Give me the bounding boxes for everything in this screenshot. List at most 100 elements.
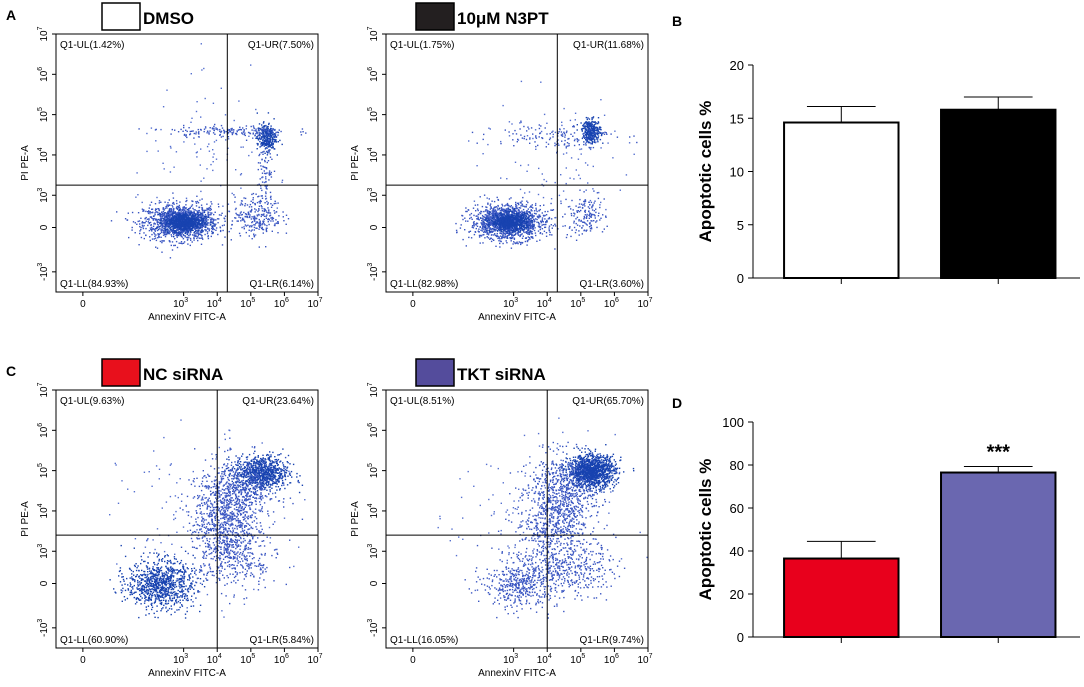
scatter-point [520, 227, 522, 229]
scatter-point [186, 217, 188, 219]
scatter-point [143, 222, 145, 224]
scatter-points [455, 80, 638, 250]
scatter-point [533, 210, 536, 212]
scatter-point [265, 178, 267, 180]
scatter-point [266, 138, 268, 141]
scatter-point [491, 230, 493, 233]
scatter-point [258, 208, 260, 210]
scatter-point [549, 234, 551, 236]
scatter-point [162, 232, 165, 234]
scatter-point [175, 231, 178, 233]
x-tick-exponent: 4 [218, 297, 222, 304]
scatter-point [486, 233, 488, 235]
scatter-point [495, 216, 497, 218]
scatter-point [184, 211, 187, 213]
scatter-point [500, 233, 503, 235]
scatter-point [258, 133, 261, 135]
scatter-point [531, 213, 533, 215]
scatter-point [270, 171, 272, 174]
scatter-point [550, 224, 552, 226]
scatter-point [521, 204, 523, 206]
scatter-point [160, 218, 162, 220]
scatter-point [521, 213, 523, 215]
scatter-point [510, 197, 512, 199]
scatter-point [455, 222, 457, 225]
scatter-point [174, 215, 176, 217]
scatter-point [177, 218, 179, 220]
scatter-point [278, 129, 280, 131]
scatter-point [259, 133, 262, 135]
scatter-point [498, 240, 500, 242]
scatter-point [176, 202, 178, 205]
scatter-point [506, 242, 508, 244]
scatter-point [212, 220, 215, 222]
scatter-point [256, 227, 258, 229]
scatter-point [211, 232, 213, 235]
scatter-point [498, 219, 501, 222]
scatter-point [234, 201, 236, 203]
scatter-point [198, 133, 200, 135]
scatter-point [269, 144, 272, 146]
y-tick-label: 104 [37, 147, 50, 162]
scatter-point [265, 192, 267, 195]
scatter-point [511, 222, 513, 225]
scatter-point [261, 189, 263, 192]
scatter-point [516, 232, 518, 234]
scatter-point [239, 212, 242, 214]
scatter-point [175, 216, 177, 218]
scatter-point [490, 224, 492, 226]
scatter-point [529, 225, 532, 228]
scatter-point [274, 223, 276, 225]
scatter-point [192, 224, 194, 227]
scatter-point [488, 198, 490, 200]
scatter-point [181, 218, 183, 221]
scatter-point [544, 226, 546, 229]
scatter-point [513, 209, 515, 211]
scatter-point [265, 217, 268, 219]
scatter-point [502, 235, 504, 237]
scatter-point [197, 229, 199, 232]
scatter-point [169, 257, 172, 259]
scatter-point [258, 209, 260, 211]
scatter-point [492, 208, 494, 210]
scatter-point [161, 222, 164, 224]
scatter-point [231, 129, 233, 131]
scatter-point [170, 147, 172, 149]
scatter-point [538, 214, 541, 216]
scatter-point [258, 137, 261, 139]
scatter-point [233, 119, 235, 122]
scatter-point [147, 212, 150, 215]
scatter-point [254, 234, 257, 236]
x-axis-title: AnnexinV FITC-A [148, 312, 226, 323]
scatter-point [519, 216, 521, 218]
scatter-point [528, 229, 530, 231]
scatter-point [256, 214, 258, 216]
scatter-point [262, 228, 265, 231]
scatter-point [194, 232, 196, 234]
scatter-point [180, 241, 183, 243]
scatter-point [185, 129, 187, 131]
scatter-point [231, 133, 234, 136]
scatter-point [496, 230, 499, 232]
scatter-point [186, 215, 188, 217]
scatter-point [523, 225, 525, 227]
scatter-point [259, 153, 261, 156]
scatter-point [151, 217, 153, 219]
scatter-point [491, 219, 493, 222]
scatter-point [511, 220, 513, 223]
scatter-point [490, 206, 492, 208]
scatter-point [144, 222, 146, 224]
scatter-point [496, 224, 498, 226]
scatter-point [157, 218, 159, 221]
scatter-point [521, 212, 523, 214]
scatter-point [517, 220, 520, 223]
scatter-point [191, 220, 194, 223]
scatter-point [200, 204, 203, 206]
scatter-point [236, 130, 238, 132]
scatter-point [529, 223, 531, 225]
scatter-point [525, 215, 528, 218]
scatter-point [485, 227, 487, 229]
scatter-point [208, 143, 210, 145]
scatter-point [219, 230, 222, 233]
scatter-point [151, 230, 153, 232]
